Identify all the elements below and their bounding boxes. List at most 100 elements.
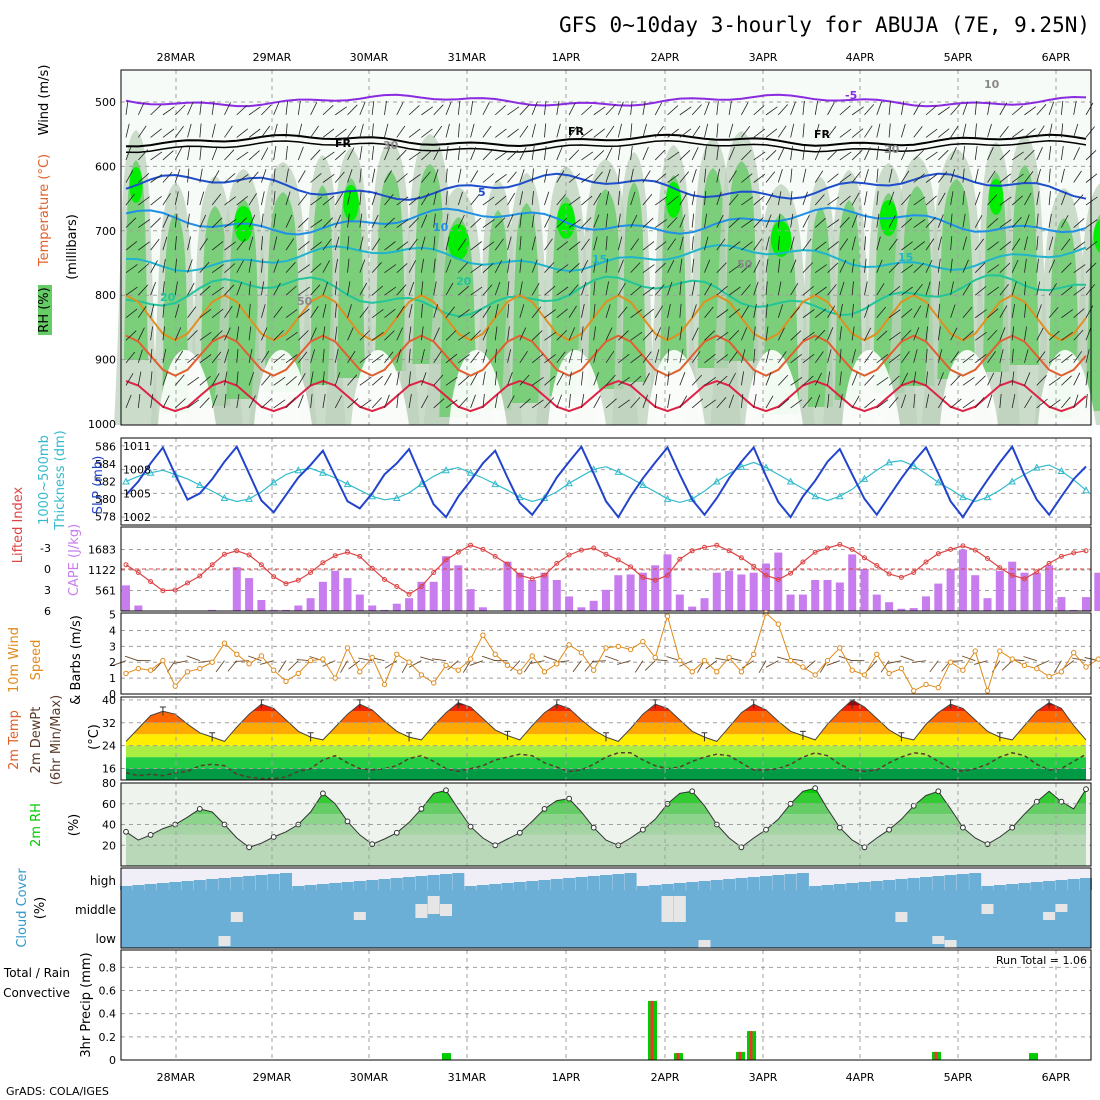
wind-barb [974, 353, 987, 364]
wind-barb [790, 259, 797, 273]
wind-speed-point [800, 664, 806, 670]
wind-barb [494, 128, 507, 138]
wind-barb [408, 151, 421, 161]
slp-tick: 1008 [123, 464, 151, 477]
wind-speed-point [849, 667, 855, 673]
cloud-high-cell [636, 886, 649, 890]
li-point [640, 574, 646, 580]
wind-barb [298, 330, 309, 341]
wind-barb [531, 101, 538, 116]
wind-barb [285, 354, 298, 364]
wind-speed-point [123, 670, 129, 677]
wind-barb [790, 353, 802, 364]
pressure-tick: 700 [95, 225, 116, 238]
wind-barb [1036, 281, 1041, 296]
precip-tick: 0.6 [99, 985, 117, 998]
wind-barb [999, 393, 1002, 408]
wind-barb [310, 196, 323, 206]
wind-barb [827, 173, 839, 183]
li-point [898, 574, 904, 580]
wind-barb [347, 350, 356, 364]
wind-barb [371, 238, 381, 251]
wind-barb [654, 173, 667, 183]
temperature-axis-label: Temperature (°C) [37, 154, 52, 267]
surface-wind-barb [112, 660, 127, 666]
wind-barb [138, 196, 150, 206]
wind-barb [445, 168, 448, 183]
wind-barb [740, 371, 744, 386]
wind-barb [458, 262, 469, 273]
wind-barb [999, 262, 1011, 273]
wind-barb [138, 241, 150, 251]
li-point [615, 557, 621, 563]
wind-barb [987, 194, 998, 206]
wind-barb [1048, 213, 1052, 228]
wind-barb [507, 303, 510, 318]
wind-barb [987, 123, 992, 138]
wind-barb [716, 191, 722, 206]
wind-barb [1024, 214, 1030, 228]
wind-barb [876, 306, 887, 318]
wind-barb [1048, 191, 1051, 206]
wind-barb [236, 281, 243, 296]
wind-barb [925, 259, 933, 273]
wind-barb [667, 128, 679, 138]
wind-barb [347, 398, 359, 409]
rh-plume-core [621, 182, 647, 382]
wind-speed-point [787, 657, 794, 664]
wind-barb [470, 241, 482, 251]
wind-barb [433, 104, 444, 116]
thickness-tick: 578 [95, 510, 116, 523]
thickness-point [762, 463, 770, 471]
li-point [1071, 550, 1077, 556]
wind-barb [162, 150, 174, 161]
cloud-high-cell [1030, 882, 1043, 890]
wind-speed-point [541, 669, 548, 675]
wind-barb [593, 303, 596, 318]
thickness-point [885, 458, 893, 466]
wind-barb [137, 305, 147, 318]
wind-barb [962, 236, 968, 251]
wind-barb [371, 354, 384, 364]
wind-barb [864, 125, 873, 138]
wind-barb [716, 354, 729, 364]
cloud-high-cell [144, 884, 157, 890]
wind-barb [975, 331, 987, 341]
wind-barb [999, 349, 1004, 363]
wind-barb [125, 351, 136, 364]
rh-plume-core [834, 200, 864, 400]
wind-barb [482, 263, 494, 273]
wind-barb [1036, 351, 1046, 364]
wind-barb [888, 191, 895, 206]
cape-bar [245, 578, 254, 611]
wind-barb [1011, 326, 1015, 341]
wind-barb [211, 241, 224, 251]
bl-dry-zone [842, 349, 900, 425]
wind-barb [790, 306, 800, 318]
surface-wind-barb [447, 660, 459, 671]
wind-barb [273, 123, 278, 138]
surface-wind-barb [481, 655, 496, 662]
wind-speed-point [406, 659, 412, 665]
wind-barb [470, 286, 483, 296]
wind-barb [667, 281, 673, 296]
cape-bar [528, 580, 537, 611]
wind-barb [901, 170, 910, 183]
wind-barb [211, 100, 215, 115]
wind-barb [593, 171, 603, 183]
wind-barb [544, 262, 555, 273]
precip-tick: 0.4 [99, 1008, 117, 1021]
wind-barb [248, 193, 257, 206]
wind-barb [814, 101, 818, 115]
wind-barb [384, 217, 395, 228]
li-line [125, 543, 1087, 595]
cape-bar [712, 572, 721, 611]
li-point [985, 556, 990, 561]
wind-barb [618, 376, 630, 386]
wind-barb [224, 125, 233, 138]
wind-barb [199, 354, 212, 364]
wind-barb [950, 147, 957, 161]
wind-barb [248, 349, 253, 363]
wind-barb [938, 149, 949, 161]
wind-barb [802, 397, 813, 409]
